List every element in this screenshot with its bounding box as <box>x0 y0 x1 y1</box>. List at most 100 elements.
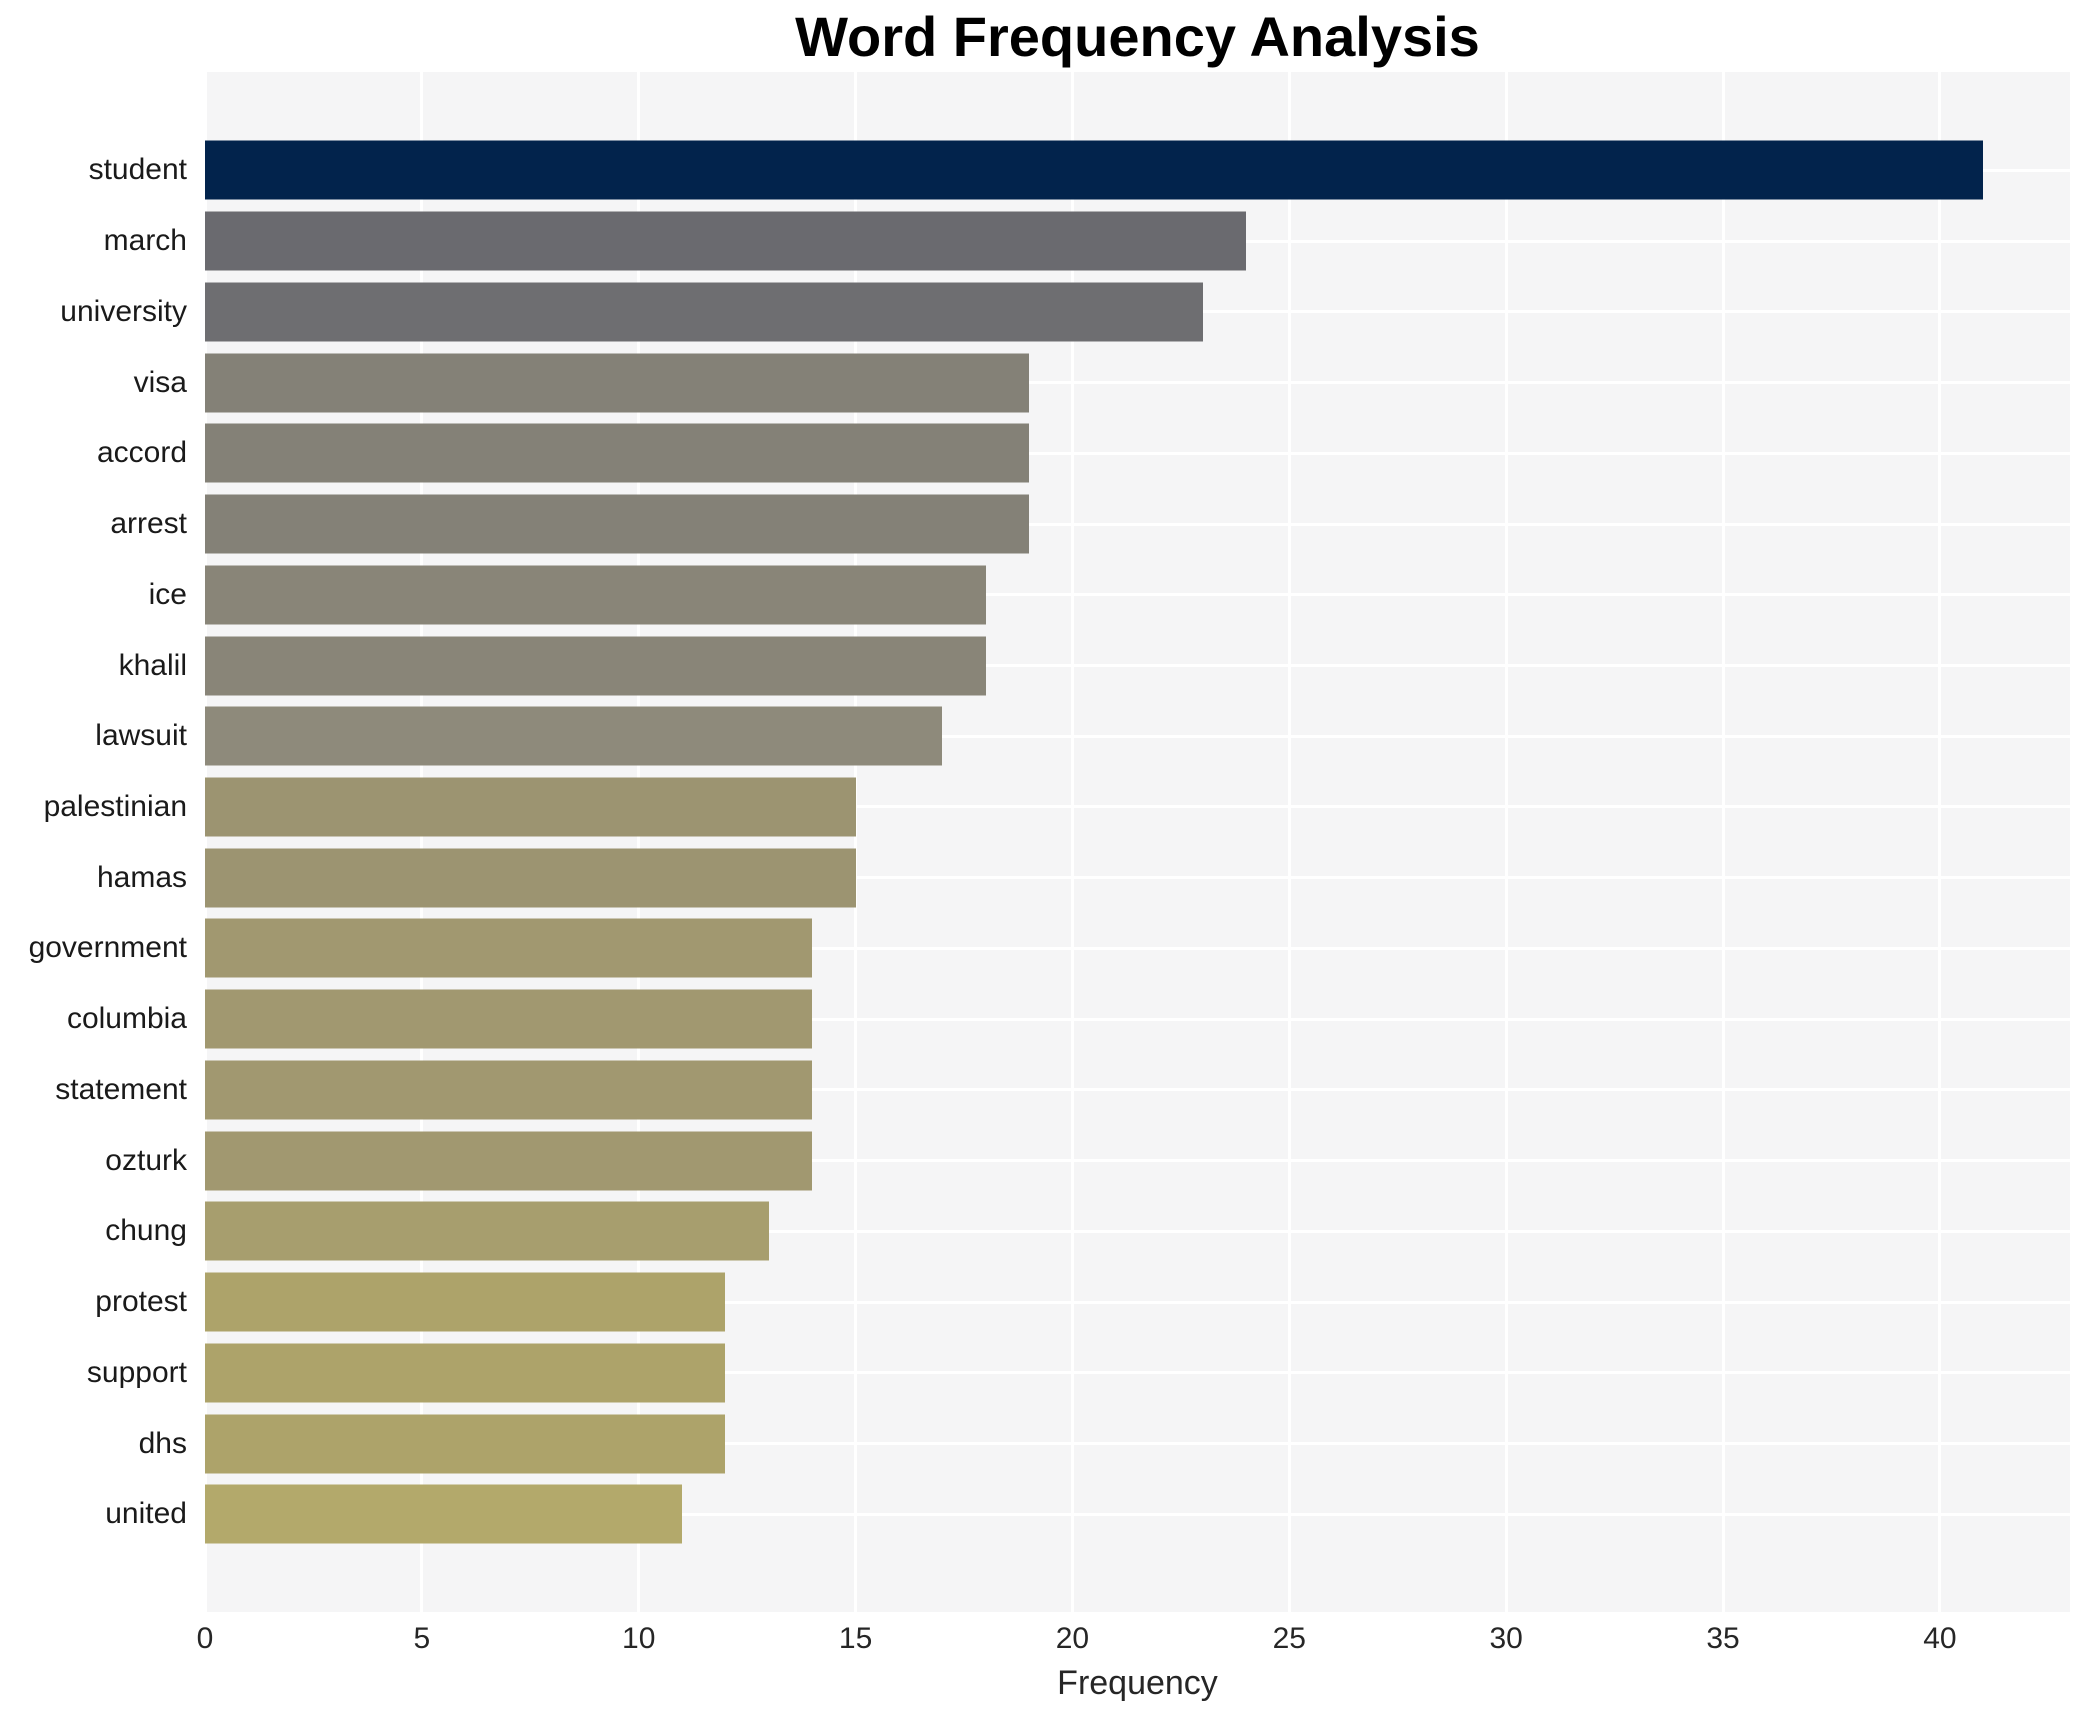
bar-row-statement: statement <box>0 1055 2085 1126</box>
y-tick-label-support: support <box>86 1355 187 1389</box>
bar-statement <box>205 1060 813 1120</box>
y-tick-label-protest: protest <box>95 1285 187 1319</box>
bar-row-march: march <box>0 206 2085 277</box>
gridline-horizontal <box>205 734 2070 738</box>
bar-rows: student march university visa accord arrest ic… <box>0 135 2085 1550</box>
bar-accord <box>205 423 1030 483</box>
bar-dhs <box>205 1414 726 1474</box>
bar-row-khalil: khalil <box>0 630 2085 701</box>
bar-chung <box>205 1201 769 1261</box>
gridline-horizontal <box>205 1300 2070 1304</box>
gridline-horizontal <box>205 946 2070 950</box>
y-tick-label-dhs: dhs <box>138 1426 187 1460</box>
bar-track <box>205 630 2070 701</box>
bar-track <box>205 1479 2070 1550</box>
bar-united <box>205 1484 683 1544</box>
bar-student <box>205 140 1984 200</box>
bar-track <box>205 489 2070 560</box>
bar-row-student: student <box>0 135 2085 206</box>
y-tick-label-student: student <box>88 153 187 187</box>
y-tick-label-arrest: arrest <box>110 507 187 541</box>
bar-track <box>205 1055 2070 1126</box>
bar-track <box>205 842 2070 913</box>
y-tick-label-statement: statement <box>55 1072 187 1106</box>
bar-row-visa: visa <box>0 347 2085 418</box>
chart-title: Word Frequency Analysis <box>795 5 1480 68</box>
bar-row-university: university <box>0 276 2085 347</box>
bar-row-palestinian: palestinian <box>0 772 2085 843</box>
bar-palestinian <box>205 777 856 837</box>
bar-government <box>205 918 813 978</box>
gridline-horizontal <box>205 1442 2070 1446</box>
y-tick-label-hamas: hamas <box>96 860 187 894</box>
bar-row-accord: accord <box>0 418 2085 489</box>
bar-visa <box>205 353 1030 413</box>
bar-row-lawsuit: lawsuit <box>0 701 2085 772</box>
bar-ice <box>205 565 986 625</box>
x-tick-label-25: 25 <box>1272 1622 1306 1655</box>
bar-track <box>205 1267 2070 1338</box>
bar-track <box>205 347 2070 418</box>
x-axis-ticks: 0 5 10 15 20 25 30 35 40 <box>197 1622 2070 1664</box>
bar-row-support: support <box>0 1337 2085 1408</box>
gridline-horizontal <box>205 381 2070 385</box>
y-tick-label-chung: chung <box>105 1214 187 1248</box>
bar-track <box>205 772 2070 843</box>
y-tick-label-government: government <box>28 931 187 965</box>
bar-lawsuit <box>205 706 943 766</box>
bar-track <box>205 1408 2070 1479</box>
bar-row-columbia: columbia <box>0 984 2085 1055</box>
gridline-vertical-20 <box>1070 72 1074 1612</box>
bar-row-chung: chung <box>0 1196 2085 1267</box>
gridline-horizontal <box>205 805 2070 809</box>
bar-row-government: government <box>0 913 2085 984</box>
bar-march <box>205 211 1246 271</box>
bar-track <box>205 984 2070 1055</box>
bar-hamas <box>205 848 856 908</box>
bar-track <box>205 559 2070 630</box>
bar-row-ozturk: ozturk <box>0 1125 2085 1196</box>
y-tick-label-accord: accord <box>96 436 187 470</box>
bar-track <box>205 1337 2070 1408</box>
x-tick-label-30: 30 <box>1489 1622 1523 1655</box>
gridline-vertical-30 <box>1504 72 1508 1612</box>
gridline-vertical-40 <box>1938 72 1942 1612</box>
gridline-vertical-15 <box>854 72 858 1612</box>
bar-track <box>205 1125 2070 1196</box>
y-tick-label-columbia: columbia <box>66 1002 187 1036</box>
gridline-horizontal <box>205 876 2070 880</box>
y-tick-label-united: united <box>105 1497 187 1531</box>
x-tick-label-0: 0 <box>196 1622 214 1655</box>
x-tick-label-35: 35 <box>1706 1622 1740 1655</box>
bar-protest <box>205 1272 726 1332</box>
bar-row-protest: protest <box>0 1267 2085 1338</box>
bar-row-ice: ice <box>0 559 2085 630</box>
bar-track <box>205 1196 2070 1267</box>
bar-track <box>205 276 2070 347</box>
x-axis-label: Frequency <box>1057 1664 1218 1702</box>
gridline-horizontal <box>205 1088 2070 1092</box>
gridline-horizontal <box>205 522 2070 526</box>
gridline-vertical-5 <box>420 72 424 1612</box>
gridline-horizontal <box>205 1017 2070 1021</box>
x-tick-label-5: 5 <box>413 1622 431 1655</box>
bar-track <box>205 701 2070 772</box>
gridline-vertical-10 <box>637 72 641 1612</box>
bar-university <box>205 282 1203 342</box>
y-tick-label-visa: visa <box>133 365 187 399</box>
y-tick-label-lawsuit: lawsuit <box>95 719 187 753</box>
y-tick-label-khalil: khalil <box>118 648 187 682</box>
gridline-horizontal <box>205 1512 2070 1516</box>
bar-track <box>205 206 2070 277</box>
bar-row-hamas: hamas <box>0 842 2085 913</box>
x-tick-label-40: 40 <box>1923 1622 1957 1655</box>
x-tick-label-20: 20 <box>1055 1622 1090 1655</box>
bar-arrest <box>205 494 1030 554</box>
y-tick-label-march: march <box>103 224 187 258</box>
gridline-vertical-35 <box>1721 72 1725 1612</box>
bar-track <box>205 135 2070 206</box>
bar-columbia <box>205 989 813 1049</box>
bar-track <box>205 418 2070 489</box>
bar-khalil <box>205 636 986 695</box>
bar-row-dhs: dhs <box>0 1408 2085 1479</box>
